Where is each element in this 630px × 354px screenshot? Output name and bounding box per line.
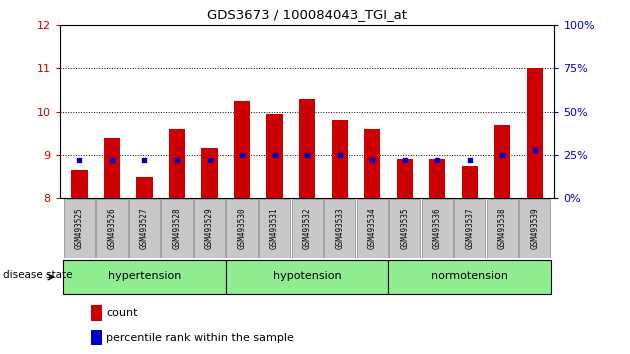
FancyBboxPatch shape	[357, 199, 388, 258]
FancyBboxPatch shape	[324, 199, 355, 258]
Text: GSM493532: GSM493532	[302, 207, 312, 249]
Point	[139, 157, 149, 163]
Point	[302, 152, 312, 158]
FancyBboxPatch shape	[292, 199, 323, 258]
FancyBboxPatch shape	[64, 199, 95, 258]
FancyBboxPatch shape	[259, 199, 290, 258]
Text: GSM493530: GSM493530	[238, 207, 246, 249]
Point	[367, 157, 377, 163]
Text: GSM493535: GSM493535	[400, 207, 410, 249]
Text: GSM493538: GSM493538	[498, 207, 507, 249]
Bar	[104, 137, 120, 198]
Bar	[527, 68, 543, 198]
FancyBboxPatch shape	[129, 199, 160, 258]
FancyBboxPatch shape	[226, 199, 258, 258]
Text: GSM493537: GSM493537	[466, 207, 474, 249]
Text: GSM493534: GSM493534	[368, 207, 377, 249]
Point	[497, 152, 507, 158]
Text: GSM493526: GSM493526	[107, 207, 117, 249]
Text: GSM493531: GSM493531	[270, 207, 279, 249]
Point	[205, 157, 215, 163]
Point	[107, 157, 117, 163]
Text: GSM493525: GSM493525	[75, 207, 84, 249]
Bar	[91, 305, 101, 321]
Text: GSM493528: GSM493528	[173, 207, 181, 249]
FancyBboxPatch shape	[96, 199, 127, 258]
Point	[74, 157, 84, 163]
Bar	[299, 98, 315, 198]
Bar	[462, 166, 478, 198]
Point	[465, 157, 475, 163]
Text: hypertension: hypertension	[108, 271, 181, 281]
Text: GSM493536: GSM493536	[433, 207, 442, 249]
FancyBboxPatch shape	[226, 260, 389, 294]
Text: GSM493527: GSM493527	[140, 207, 149, 249]
FancyBboxPatch shape	[194, 199, 225, 258]
Point	[335, 152, 345, 158]
Text: percentile rank within the sample: percentile rank within the sample	[106, 333, 294, 343]
Text: normotension: normotension	[432, 271, 508, 281]
Bar	[429, 159, 445, 198]
Bar	[331, 120, 348, 198]
FancyBboxPatch shape	[389, 260, 551, 294]
Title: GDS3673 / 100084043_TGI_at: GDS3673 / 100084043_TGI_at	[207, 8, 407, 21]
Bar	[136, 177, 152, 198]
Bar	[364, 129, 381, 198]
Point	[237, 152, 247, 158]
Text: disease state: disease state	[3, 270, 72, 280]
Bar	[494, 125, 510, 198]
Bar	[91, 330, 101, 346]
Text: GSM493529: GSM493529	[205, 207, 214, 249]
Point	[432, 157, 442, 163]
Point	[530, 147, 540, 153]
Point	[172, 157, 182, 163]
Point	[399, 157, 410, 163]
FancyBboxPatch shape	[519, 199, 551, 258]
FancyBboxPatch shape	[454, 199, 486, 258]
Bar	[71, 170, 88, 198]
FancyBboxPatch shape	[161, 199, 193, 258]
Bar	[397, 159, 413, 198]
Text: hypotension: hypotension	[273, 271, 341, 281]
Bar	[202, 148, 217, 198]
Text: GSM493539: GSM493539	[530, 207, 539, 249]
Text: count: count	[106, 308, 138, 318]
Point	[270, 152, 280, 158]
FancyBboxPatch shape	[487, 199, 518, 258]
Bar	[169, 129, 185, 198]
Text: GSM493533: GSM493533	[335, 207, 344, 249]
Bar	[234, 101, 250, 198]
FancyBboxPatch shape	[421, 199, 453, 258]
FancyBboxPatch shape	[389, 199, 420, 258]
FancyBboxPatch shape	[63, 260, 226, 294]
Bar	[266, 114, 283, 198]
